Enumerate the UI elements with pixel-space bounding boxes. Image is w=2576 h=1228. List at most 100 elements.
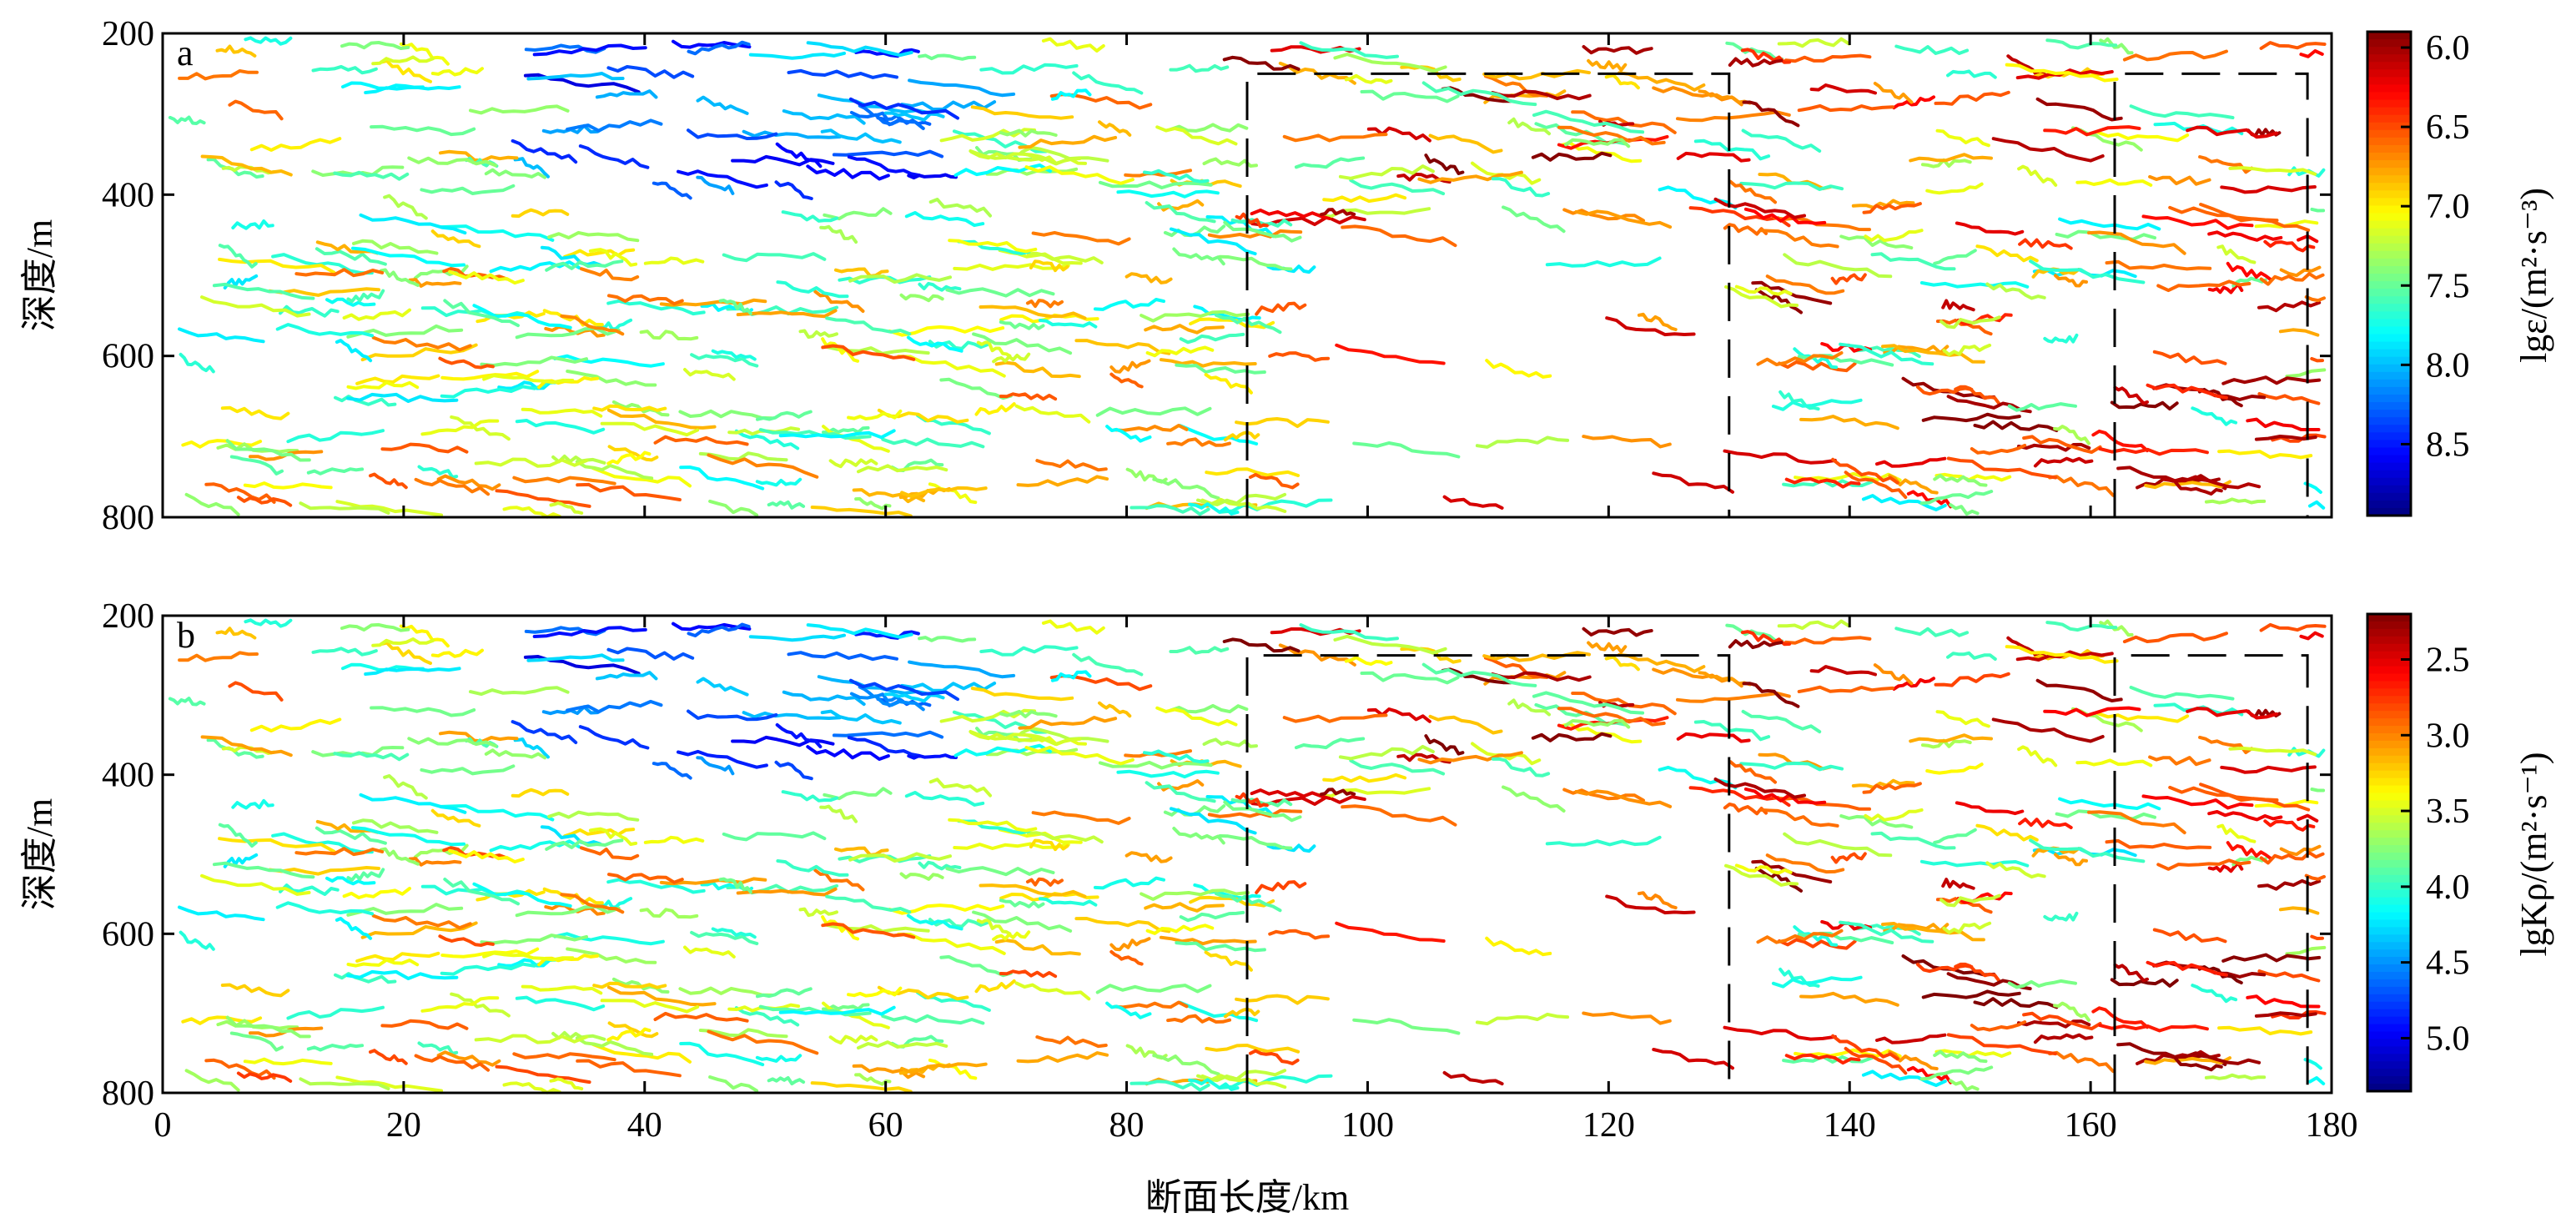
profile-segment bbox=[1970, 443, 2027, 455]
profile-segment bbox=[899, 872, 944, 881]
profile-segment bbox=[992, 930, 1031, 941]
profile-segment bbox=[652, 181, 692, 200]
profile-segment bbox=[1049, 674, 1153, 692]
profile-segment bbox=[2279, 265, 2322, 278]
colorbar-swatch bbox=[2367, 681, 2411, 690]
profile-segment bbox=[2113, 963, 2149, 983]
profile-segment bbox=[848, 852, 952, 863]
profile-segment bbox=[999, 392, 1058, 401]
profile-segment bbox=[999, 128, 1058, 138]
profile-segment bbox=[2122, 632, 2228, 644]
profile-segment bbox=[1442, 495, 1504, 510]
colorbar-swatch bbox=[2367, 77, 2411, 86]
colorbar-swatch bbox=[2367, 882, 2411, 891]
y-tick-label: 600 bbox=[102, 338, 154, 376]
profile-segment bbox=[1333, 634, 1447, 655]
profile-segment bbox=[306, 467, 365, 476]
profile-segment bbox=[819, 804, 858, 823]
profile-segment bbox=[1773, 216, 1871, 232]
colorbar-swatch bbox=[2367, 281, 2411, 290]
profile-segment bbox=[999, 969, 1058, 979]
profile-segment bbox=[1424, 154, 1465, 175]
profile-segment bbox=[1072, 71, 1144, 95]
profile-segment bbox=[1955, 221, 2025, 236]
profile-segment bbox=[945, 866, 1055, 877]
profile-segment bbox=[511, 208, 570, 219]
profile-segment bbox=[696, 95, 749, 115]
profile-segment bbox=[1169, 63, 1230, 73]
profile-segment bbox=[480, 934, 588, 945]
colorbar-swatch bbox=[2367, 432, 2411, 441]
x-tick-label: 180 bbox=[2306, 1106, 2358, 1145]
profile-segment bbox=[897, 932, 1006, 955]
profile-segment bbox=[1933, 474, 1988, 487]
profile-segment bbox=[1864, 808, 1924, 822]
profile-segment bbox=[2018, 818, 2073, 829]
profile-segment bbox=[179, 930, 215, 951]
profile-segment bbox=[1294, 156, 1366, 169]
profile-segment bbox=[1169, 703, 1249, 714]
profile-segment bbox=[774, 180, 813, 200]
profile-segment bbox=[1475, 1012, 1570, 1026]
colorbar-swatch bbox=[2367, 957, 2411, 966]
profile-segment bbox=[2304, 295, 2326, 303]
profile-segment bbox=[606, 65, 695, 79]
profile-segment bbox=[600, 999, 700, 1014]
profile-segment bbox=[1844, 471, 1908, 499]
profile-segment bbox=[643, 835, 705, 844]
profile-segment bbox=[718, 877, 752, 894]
profile-segment bbox=[883, 692, 945, 703]
profile-segment bbox=[2310, 788, 2326, 793]
profile-segment bbox=[1166, 1014, 1231, 1024]
colorbar-swatch bbox=[2367, 643, 2411, 652]
profile-segment bbox=[1956, 313, 2013, 326]
profile-segment bbox=[1341, 224, 1457, 248]
profile-segment bbox=[1491, 671, 1592, 682]
profile-segment bbox=[1723, 803, 1768, 816]
colorbar-swatch bbox=[2367, 1046, 2411, 1055]
colorbar-swatch bbox=[2367, 986, 2411, 995]
colorbar-swatch bbox=[2367, 912, 2411, 921]
profile-segment bbox=[223, 853, 259, 868]
profile-segment bbox=[1483, 656, 1549, 679]
profile-segment bbox=[225, 439, 311, 462]
profile-segment bbox=[677, 749, 768, 769]
profile-segment bbox=[1742, 100, 1800, 128]
colorbar-swatch bbox=[2367, 349, 2411, 358]
profile-segment bbox=[2058, 797, 2161, 811]
profile-segment bbox=[810, 1081, 913, 1094]
profile-segment bbox=[683, 945, 736, 959]
profile-segment bbox=[438, 356, 495, 370]
colorbar-tick-label: 8.5 bbox=[2426, 425, 2470, 464]
profile-segment bbox=[1942, 921, 1992, 934]
profile-segment bbox=[1169, 646, 1230, 655]
profile-segment bbox=[2043, 706, 2141, 717]
profile-segment bbox=[268, 866, 380, 876]
profile-segment bbox=[1038, 319, 1098, 329]
profile-segment bbox=[430, 229, 481, 249]
profile-segment bbox=[939, 128, 1037, 143]
colorbar-swatch bbox=[2367, 243, 2411, 252]
profile-segment bbox=[2299, 49, 2324, 58]
profile-segment bbox=[1545, 256, 1662, 268]
profile-segment bbox=[346, 380, 420, 390]
profile-segment bbox=[854, 48, 920, 58]
profile-segment bbox=[907, 753, 958, 760]
panel-b-frame bbox=[161, 614, 2333, 1095]
profile-segment bbox=[606, 985, 717, 1007]
profile-segment bbox=[2148, 755, 2211, 767]
profile-segment bbox=[928, 340, 989, 350]
profile-segment bbox=[502, 506, 561, 519]
profile-segment bbox=[2105, 259, 2212, 271]
profile-segment bbox=[1742, 682, 1800, 708]
profile-segment bbox=[742, 711, 842, 720]
profile-segment bbox=[1074, 339, 1171, 355]
profile-segment bbox=[1777, 37, 1851, 48]
profile-segment bbox=[407, 156, 497, 168]
profile-segment bbox=[2043, 911, 2079, 922]
profile-segment bbox=[595, 671, 658, 681]
panel-a-segments bbox=[168, 36, 2327, 519]
profile-segment bbox=[414, 1054, 491, 1072]
panel-a-y-ticks: 200 400 600 800 bbox=[102, 15, 2332, 537]
colorbar-frame bbox=[2366, 30, 2412, 517]
